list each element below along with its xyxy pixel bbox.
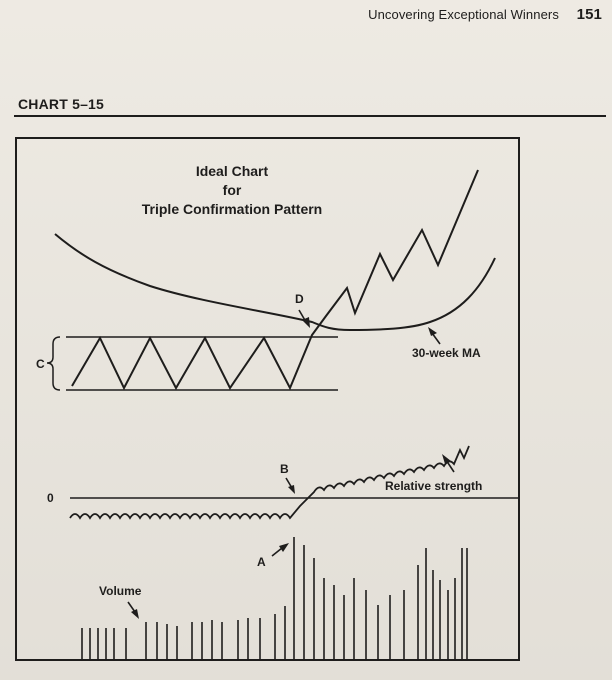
running-head: Uncovering Exceptional Winners 151: [368, 6, 602, 23]
a-arrow-head: [279, 543, 289, 552]
ma-arrow-shaft: [431, 332, 441, 345]
chart-rule: [14, 115, 606, 117]
volume-label: Volume: [99, 584, 142, 598]
page-number: 151: [576, 6, 602, 23]
ma-arrow-head: [428, 327, 437, 336]
b-arrow-head: [288, 485, 295, 494]
rs-arrow-head: [442, 454, 451, 464]
relative-strength-label: Relative strength: [385, 479, 482, 493]
figure-frame: [15, 137, 520, 661]
ma-label: 30-week MA: [412, 346, 481, 360]
running-title: Uncovering Exceptional Winners: [368, 7, 559, 22]
chart-label: CHART 5–15: [18, 96, 105, 112]
figure-title-line-1: Ideal Chart: [196, 163, 269, 179]
volume-arrow-shaft: [127, 601, 136, 613]
channel-brace: [46, 336, 61, 391]
figure-title-line-3: Triple Confirmation Pattern: [142, 201, 322, 217]
relative-strength-line: [69, 445, 470, 520]
a-arrow-shaft: [271, 547, 283, 557]
volume-arrow-head: [131, 609, 139, 619]
c-label: C: [36, 357, 45, 371]
price-zigzag: [71, 169, 479, 391]
d-arrow-head: [302, 317, 310, 328]
zero-label: 0: [47, 491, 54, 505]
b-label: B: [280, 462, 289, 476]
a-label: A: [257, 555, 266, 569]
d-label: D: [295, 292, 304, 306]
ma-curve: [54, 233, 496, 332]
figure-title-line-2: for: [223, 182, 242, 198]
volume-bars: [81, 537, 468, 661]
